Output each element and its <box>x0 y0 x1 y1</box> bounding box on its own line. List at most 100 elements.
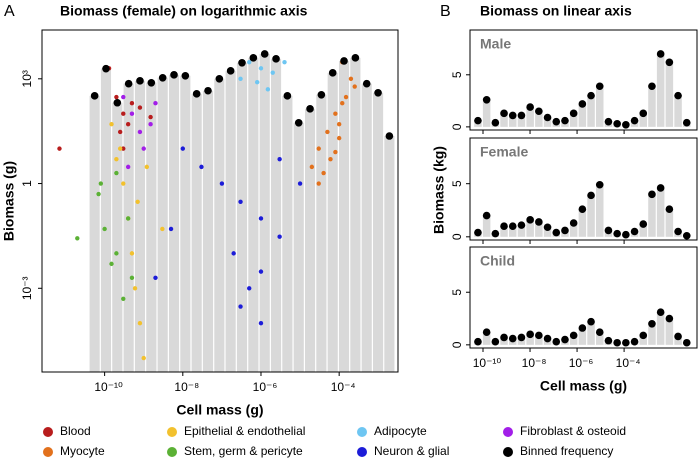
bar <box>259 53 270 372</box>
scatter-point <box>141 146 146 151</box>
panel-label: Male <box>480 36 511 52</box>
binned-dot <box>639 220 648 228</box>
bar <box>134 80 146 372</box>
bar <box>587 95 595 127</box>
scatter-point <box>121 94 126 100</box>
bar <box>656 312 665 345</box>
bar <box>89 95 100 372</box>
bar <box>508 226 517 237</box>
bar <box>384 136 395 372</box>
scatter-point <box>282 59 287 65</box>
bar <box>482 215 491 237</box>
bar <box>578 328 587 345</box>
scatter-point <box>129 111 135 116</box>
binned-dot <box>587 91 595 100</box>
scatter-point <box>258 320 264 326</box>
scatter-point <box>153 275 158 280</box>
binned-dot <box>552 228 561 237</box>
binned-dot <box>500 109 508 118</box>
binned-dot <box>500 222 508 230</box>
binned-dot <box>113 98 122 107</box>
legend-label: Stem, germ & pericyte <box>184 444 303 458</box>
bar <box>214 78 225 372</box>
scatter-point <box>98 181 104 186</box>
scatter-point <box>309 164 315 170</box>
scatter-point <box>231 251 236 256</box>
scatter-point <box>297 181 303 186</box>
binned-dot <box>648 320 656 328</box>
x-tick-label: 10⁻⁴ <box>616 356 641 370</box>
scatter-point <box>129 251 135 256</box>
scatter-point <box>75 236 80 241</box>
scatter-point <box>340 101 345 106</box>
y-axis-label: Biomass (kg) <box>431 146 447 234</box>
binned-dot <box>622 338 630 347</box>
legend-swatch <box>167 427 177 437</box>
binned-dot <box>517 111 526 120</box>
legend-label: Epithelial & endothelial <box>184 424 305 438</box>
scatter-point <box>102 226 107 232</box>
scatter-point <box>247 286 252 291</box>
scatter-point <box>328 156 333 162</box>
binned-dot <box>682 338 691 347</box>
scatter-point <box>117 146 123 151</box>
binned-dot <box>639 331 648 340</box>
binned-dot <box>328 69 337 77</box>
bar <box>225 70 236 373</box>
bar <box>543 117 552 127</box>
binned-dot <box>552 117 561 126</box>
chart-title: Biomass (female) on logarithmic axis <box>60 3 308 19</box>
bar <box>674 336 682 345</box>
binned-dot <box>340 57 348 65</box>
legend-label: Neuron & glial <box>374 444 449 458</box>
bar <box>482 332 491 345</box>
binned-dot <box>674 227 682 236</box>
scatter-point <box>125 216 131 221</box>
scatter-point <box>270 70 275 75</box>
y-tick-label: 10⁻³ <box>20 276 34 300</box>
bar <box>123 83 134 372</box>
bar <box>202 90 214 373</box>
binned-dot <box>517 333 526 342</box>
bar <box>535 335 543 345</box>
bar <box>146 82 157 372</box>
bar <box>180 75 191 373</box>
binned-dot <box>482 95 491 104</box>
scatter-point <box>129 101 135 106</box>
scatter-point <box>114 156 119 162</box>
y-axis-label: Biomass (g) <box>1 161 17 241</box>
binned-dot <box>604 117 613 126</box>
binned-dot <box>665 58 674 67</box>
scatter-point <box>277 234 282 239</box>
panel-letter: B <box>440 3 451 20</box>
legend-swatch <box>43 447 53 457</box>
bar <box>361 83 372 372</box>
y-tick-label: 1 <box>20 180 34 187</box>
binned-dot <box>170 71 178 79</box>
bar <box>578 209 587 237</box>
legend-label: Blood <box>60 424 91 438</box>
scatter-point <box>180 146 186 151</box>
scatter-point <box>160 226 165 232</box>
scatter-point <box>137 105 143 110</box>
bar <box>665 209 674 237</box>
binned-dot <box>674 332 682 341</box>
binned-dot <box>648 82 656 91</box>
binned-dot <box>622 230 630 239</box>
scatter-point <box>352 84 357 89</box>
binned-dot <box>526 216 534 224</box>
panel-letter: A <box>4 3 15 20</box>
scatter-point <box>333 111 338 116</box>
scatter-point <box>121 146 126 151</box>
binned-dot <box>535 107 543 116</box>
binned-dot <box>508 334 517 343</box>
scatter-point <box>114 170 119 176</box>
y-tick-label: 0 <box>450 341 464 348</box>
legend-label: Adipocyte <box>374 424 427 438</box>
bar <box>596 184 604 237</box>
scatter-point <box>219 181 225 186</box>
binned-dot <box>147 78 156 87</box>
scatter-point <box>125 122 131 127</box>
bar <box>639 113 648 127</box>
